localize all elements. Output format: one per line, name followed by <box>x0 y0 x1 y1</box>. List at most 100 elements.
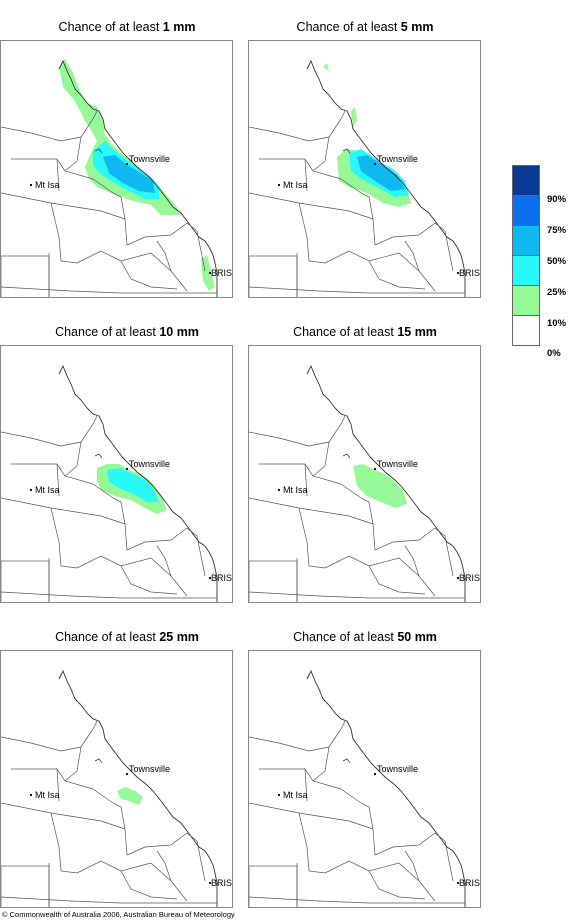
probability-legend <box>512 165 540 346</box>
district-boundary <box>1 497 126 525</box>
rainfall-probability-area <box>201 255 215 291</box>
town-marker-townsville <box>373 467 377 471</box>
map-svg: Townsville Mt Isa BRIS <box>1 364 232 602</box>
district-boundary <box>1 192 126 220</box>
panel-title-10mm: Chance of at least 10 mm <box>12 325 242 339</box>
district-boundary <box>186 222 206 272</box>
rainfall-probability-area <box>117 787 143 805</box>
town-label-townsville: Townsville <box>377 154 418 164</box>
district-boundary <box>56 768 60 802</box>
district-boundary <box>249 431 310 447</box>
legend-swatch-90 <box>512 165 540 196</box>
gulf-island <box>94 148 103 154</box>
district-boundary <box>1 802 126 830</box>
map-svg: Townsville Mt Isa BRIS <box>1 59 232 297</box>
district-boundary <box>50 202 172 272</box>
town-marker-townsville <box>373 772 377 776</box>
title-prefix: Chance of at least <box>293 630 398 644</box>
district-boundary <box>249 286 465 294</box>
legend-swatch-10 <box>512 285 540 316</box>
town-marker-bris <box>456 576 460 580</box>
district-boundary <box>249 802 374 830</box>
district-boundary <box>186 527 206 577</box>
district-boundary <box>434 222 454 272</box>
legend-label-25: 25% <box>547 287 567 298</box>
legend-label-90: 90% <box>547 194 567 205</box>
district-boundary <box>434 832 454 882</box>
town-marker-mt-isa <box>29 793 33 797</box>
district-boundary <box>64 441 82 477</box>
district-boundary <box>308 415 346 447</box>
district-boundary <box>304 158 308 192</box>
rainfall-probability-area <box>107 468 159 502</box>
map-svg: Townsville Mt Isa BRIS <box>1 669 232 907</box>
district-boundary <box>50 812 172 882</box>
panel-title-50mm: Chance of at least 50 mm <box>250 630 480 644</box>
district-boundary <box>404 240 436 292</box>
district-boundary <box>156 850 188 902</box>
panel-title-15mm: Chance of at least 15 mm <box>250 325 480 339</box>
town-label-townsville: Townsville <box>129 154 170 164</box>
district-boundary <box>186 832 206 882</box>
district-boundary <box>374 527 436 551</box>
town-marker-mt-isa <box>29 183 33 187</box>
town-label-bris: BRIS <box>459 268 480 278</box>
gulf-island <box>342 453 351 459</box>
district-boundary <box>1 591 217 599</box>
map-svg: Townsville Mt Isa BRIS <box>249 59 480 297</box>
district-boundary <box>249 591 465 599</box>
town-marker-townsville <box>125 467 129 471</box>
district-boundary <box>298 507 420 577</box>
district-boundary <box>92 483 128 551</box>
town-marker-bris <box>456 881 460 885</box>
rainfall-probability-area <box>351 107 357 127</box>
town-marker-townsville <box>125 162 129 166</box>
coastline <box>306 669 466 907</box>
copyright-notice: © Commonwealth of Australia 2006, Austra… <box>2 910 235 919</box>
district-boundary <box>298 812 420 882</box>
district-boundary <box>259 768 342 790</box>
town-marker-mt-isa <box>277 488 281 492</box>
town-marker-townsville <box>373 162 377 166</box>
district-boundary <box>11 768 94 790</box>
rainfall-probability-area <box>357 155 405 191</box>
coastline <box>58 364 218 602</box>
map-panel-5mm: Townsville Mt Isa BRIS <box>248 40 481 298</box>
district-boundary <box>340 483 376 551</box>
district-boundary <box>304 768 308 802</box>
district-boundary <box>340 788 376 856</box>
district-boundary <box>120 565 178 595</box>
district-boundary <box>156 240 188 292</box>
district-boundary <box>64 136 82 172</box>
district-boundary <box>308 720 346 752</box>
district-boundary <box>312 746 330 782</box>
district-boundary <box>56 463 60 497</box>
district-boundary <box>126 222 188 246</box>
panel-title-5mm: Chance of at least 5 mm <box>250 20 480 34</box>
map-panel-15mm: Townsville Mt Isa BRIS <box>248 345 481 603</box>
district-boundary <box>56 158 60 192</box>
title-prefix: Chance of at least <box>55 325 160 339</box>
rainfall-probability-area <box>103 155 155 193</box>
gulf-island <box>342 758 351 764</box>
district-boundary <box>126 832 188 856</box>
district-boundary <box>92 788 128 856</box>
town-marker-mt-isa <box>277 183 281 187</box>
inset-box <box>249 560 298 602</box>
map-panel-50mm: Townsville Mt Isa BRIS <box>248 650 481 908</box>
coastline <box>58 669 218 907</box>
coastline <box>306 364 466 602</box>
legend-swatch-0 <box>512 315 540 346</box>
district-boundary <box>249 192 374 220</box>
map-panel-1mm: Townsville Mt Isa BRIS <box>0 40 233 298</box>
district-boundary <box>1 126 62 142</box>
legend-label-75: 75% <box>547 225 567 236</box>
legend-label-0: 0% <box>547 348 561 359</box>
panel-title-25mm: Chance of at least 25 mm <box>12 630 242 644</box>
legend-swatch-50 <box>512 225 540 256</box>
district-boundary <box>120 870 178 900</box>
title-amount: 15 mm <box>397 325 437 339</box>
town-label-mt-isa: Mt Isa <box>283 790 308 800</box>
district-boundary <box>120 260 178 290</box>
title-prefix: Chance of at least <box>55 630 160 644</box>
